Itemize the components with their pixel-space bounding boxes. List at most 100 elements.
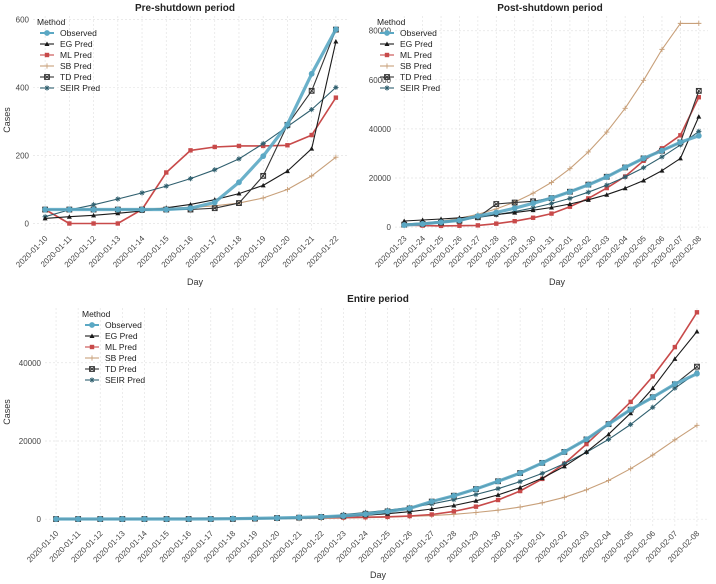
- series-point: [659, 168, 665, 173]
- series-point: [139, 190, 145, 196]
- series-point: [420, 217, 426, 222]
- series-point: [384, 74, 390, 80]
- series-point: [606, 431, 612, 437]
- series-point: [44, 52, 50, 58]
- panel-title: Entire period: [347, 294, 409, 305]
- series-point: [694, 363, 700, 370]
- series-point: [53, 516, 59, 522]
- series-point: [567, 201, 573, 207]
- series-point: [456, 217, 463, 224]
- series-point: [362, 511, 369, 518]
- series-point: [583, 487, 590, 493]
- series-point: [672, 437, 678, 443]
- series-point: [139, 206, 145, 213]
- series-point: [493, 201, 499, 207]
- series-point: [517, 479, 523, 485]
- series-point: [694, 328, 700, 334]
- legend-label: SB Pred: [400, 61, 432, 71]
- series-point: [585, 149, 591, 155]
- series-point: [511, 199, 518, 206]
- series-observed: [42, 26, 339, 213]
- series-point: [91, 221, 96, 226]
- series-point: [495, 486, 501, 492]
- series-point: [650, 404, 656, 410]
- series-point: [236, 200, 242, 206]
- series-point: [628, 399, 633, 405]
- series-point: [212, 205, 218, 211]
- legend-label: TD Pred: [105, 364, 137, 374]
- series-point: [260, 172, 267, 179]
- series-point: [493, 209, 500, 216]
- legend-label: EG Pred: [400, 39, 433, 49]
- series-point: [604, 192, 610, 197]
- series-point: [583, 449, 589, 454]
- series-point: [696, 95, 701, 100]
- series-eg-pred: [53, 328, 700, 522]
- series-point: [44, 30, 50, 36]
- series-point: [659, 154, 665, 160]
- series-point: [89, 366, 95, 372]
- series-point: [627, 406, 634, 413]
- series-point: [585, 197, 591, 202]
- legend-label: TD Pred: [60, 72, 92, 82]
- series-observed: [53, 370, 700, 522]
- series-point: [451, 509, 457, 514]
- series-point: [539, 470, 545, 477]
- series-point: [649, 394, 656, 401]
- series-point: [89, 322, 95, 328]
- series-point: [517, 470, 524, 476]
- series-point: [517, 485, 523, 490]
- series-point: [44, 74, 50, 80]
- series-point: [473, 491, 479, 498]
- series-point: [640, 155, 647, 162]
- series-point: [622, 185, 628, 191]
- series-point: [672, 385, 678, 391]
- series-point: [567, 188, 573, 195]
- series-point: [650, 385, 656, 391]
- legend-label: SEIR Pred: [60, 83, 100, 93]
- series-point: [695, 87, 702, 94]
- series-point: [628, 421, 634, 428]
- series-point: [628, 466, 634, 472]
- x-axis-label: Day: [187, 277, 204, 287]
- series-point: [530, 215, 536, 220]
- series-point: [517, 504, 523, 510]
- series-point: [473, 498, 479, 503]
- series-point: [308, 70, 315, 77]
- y-tick-label: 20000: [369, 174, 392, 183]
- series-point: [44, 74, 50, 80]
- series-point: [567, 195, 573, 201]
- series-point: [236, 200, 242, 206]
- series-point: [511, 199, 518, 206]
- series-point: [622, 174, 628, 180]
- series-point: [585, 189, 591, 195]
- series-point: [548, 179, 555, 186]
- series-point: [89, 377, 95, 383]
- series-point: [115, 210, 121, 216]
- series-point: [694, 310, 700, 315]
- y-tick-label: 0: [387, 223, 392, 232]
- panel-pre-shutdown: Pre-shutdown period Day Cases 0 200 400 600…: [2, 3, 348, 287]
- y-tick-label: 200: [16, 151, 30, 160]
- series-point: [332, 26, 339, 33]
- series-point: [384, 74, 390, 80]
- series-point: [694, 363, 700, 370]
- series-point: [229, 515, 236, 522]
- series-point: [309, 106, 315, 113]
- legend-label: EG Pred: [105, 331, 138, 341]
- series-point: [308, 88, 315, 94]
- series-point: [384, 30, 390, 36]
- legend-label: Observed: [60, 28, 97, 38]
- series-point: [585, 181, 592, 188]
- series-point: [212, 167, 218, 173]
- series-point: [512, 219, 517, 224]
- legend-label: SEIR Pred: [105, 375, 145, 385]
- series-point: [333, 154, 339, 160]
- series-point: [318, 514, 325, 520]
- series-point: [694, 370, 700, 377]
- series-point: [438, 223, 444, 229]
- y-tick-label: 600: [16, 15, 30, 24]
- legend-label: ML Pred: [105, 342, 137, 352]
- legend-label: Observed: [105, 320, 142, 330]
